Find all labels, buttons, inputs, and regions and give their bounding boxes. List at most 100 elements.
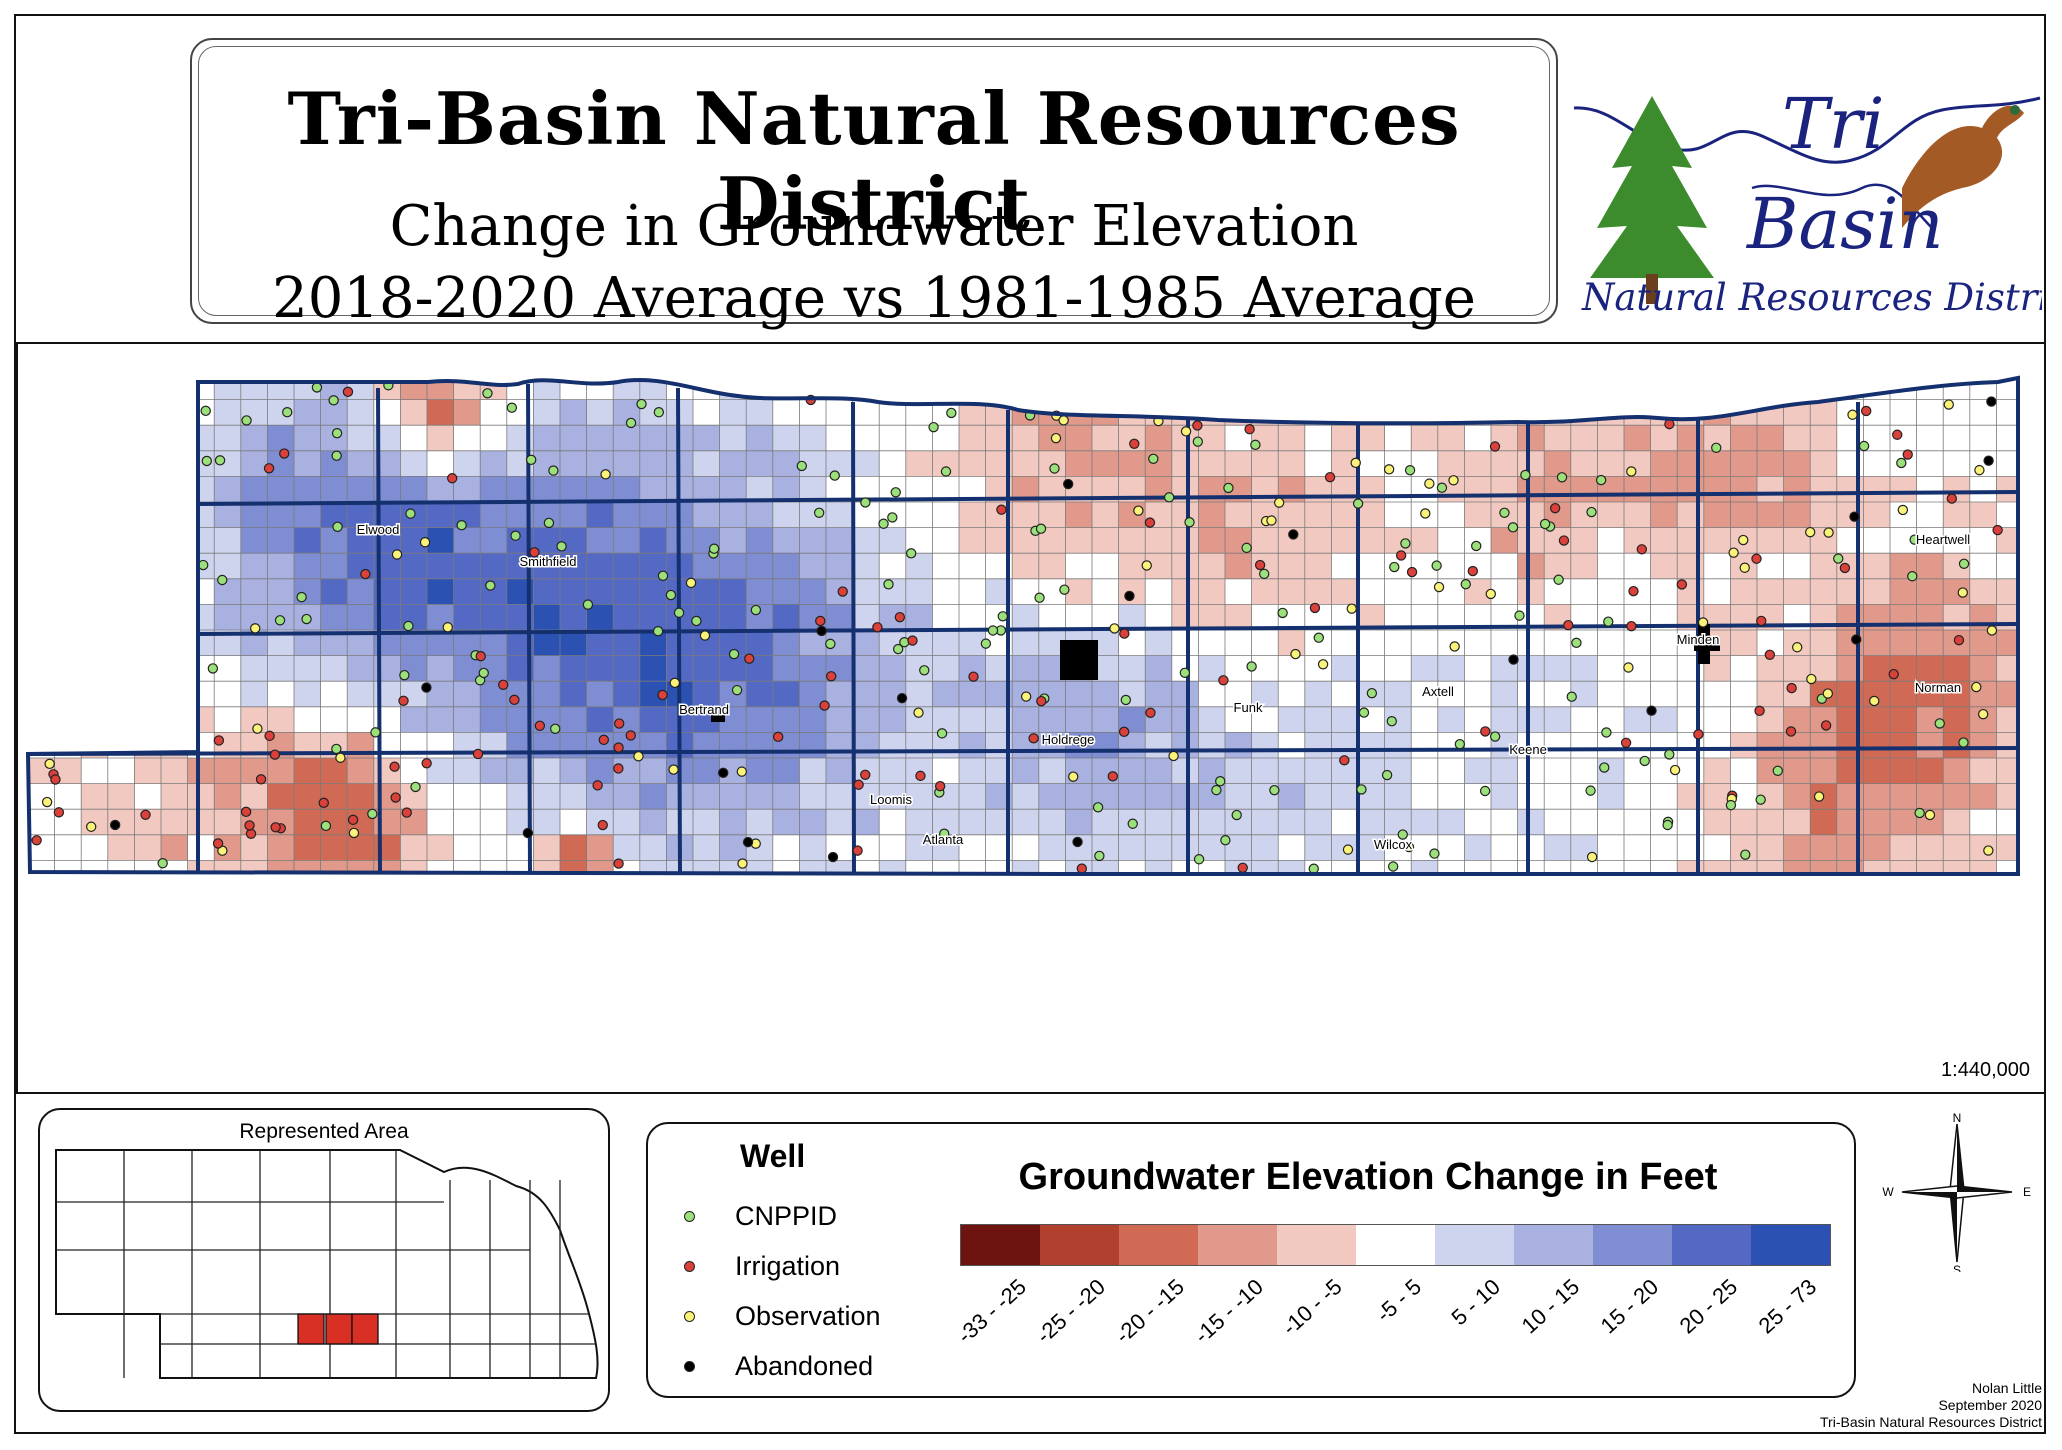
grid-cell (1198, 527, 1226, 554)
grid-cell (1517, 527, 1545, 554)
well-point (389, 761, 400, 772)
grid-cell (799, 860, 827, 874)
grid-cell (1251, 527, 1279, 554)
well-point (1623, 662, 1634, 673)
grid-cell (161, 809, 189, 836)
grid-cell (320, 655, 348, 682)
grid-cell (214, 783, 242, 810)
well-point (653, 407, 665, 418)
well-point (509, 694, 520, 706)
grid-cell (1358, 502, 1386, 529)
grid-cell (1331, 553, 1359, 580)
grid-cell (1411, 809, 1439, 836)
grid-cell (347, 860, 375, 874)
grid-cell (560, 604, 588, 631)
grid-cell (1198, 732, 1226, 759)
ramp-class-label: 10 - 15 (1516, 1274, 1584, 1339)
grid-cell (746, 706, 774, 733)
grid-cell (772, 809, 800, 836)
ramp-class-label: -25 - -20 (1031, 1274, 1110, 1349)
grid-cell (1890, 378, 1918, 401)
well-point (1179, 667, 1191, 678)
well-point (1387, 861, 1399, 872)
well-point (737, 858, 748, 869)
well-point (894, 611, 906, 623)
well-point (1725, 799, 1737, 811)
grid-cell (54, 630, 82, 657)
well-point (475, 651, 486, 662)
grid-cell (214, 758, 242, 785)
grid-cell (586, 706, 614, 733)
main-map[interactable]: Elwood Smithfield Bertrand Loomis Holdrege Fu… (16, 342, 2046, 1094)
grid-cell (1251, 834, 1279, 861)
grid-cell (1863, 502, 1891, 529)
well-point (892, 643, 904, 655)
well-point (1636, 544, 1648, 555)
grid-cell (1012, 630, 1040, 657)
grid-cell (1118, 502, 1146, 529)
well-point (1449, 641, 1460, 652)
well-point (201, 455, 212, 467)
grid-cell (905, 783, 933, 810)
grid-cell (772, 502, 800, 529)
grid-cell (1411, 425, 1439, 452)
town-footprint (711, 712, 725, 722)
well-point (1035, 523, 1047, 534)
well-point (1586, 851, 1598, 863)
logo-subtitle: Natural Resources District (1581, 276, 2042, 319)
well-point (1924, 809, 1936, 821)
well-point (367, 808, 378, 820)
well-point (1558, 535, 1570, 546)
grid-cell (560, 450, 588, 477)
grid-cell (1517, 476, 1545, 503)
grid-cell (107, 758, 135, 785)
grid-cell (1065, 502, 1093, 529)
grid-cell (1677, 378, 1705, 401)
grid-cell (1703, 450, 1731, 477)
county-boundary (197, 490, 2019, 506)
grid-cell (427, 809, 455, 836)
grid-cell (1570, 378, 1598, 401)
grid-cell (1517, 578, 1545, 605)
groundwater-map[interactable]: Elwood Smithfield Bertrand Loomis Holdrege Fu… (18, 344, 2044, 1092)
grid-cell (1703, 681, 1731, 708)
grid-cell (1757, 450, 1785, 477)
grid-cell (1198, 578, 1226, 605)
grid-cell (1304, 834, 1332, 861)
well-point (342, 386, 354, 398)
well-point (1813, 791, 1825, 802)
grid-cell (480, 553, 508, 580)
well-point (252, 723, 263, 734)
well-point (403, 620, 414, 632)
well-point (1786, 682, 1797, 694)
grid-cell (772, 450, 800, 477)
well-point (1693, 729, 1704, 740)
grid-cell (214, 553, 242, 580)
grid-cell (1198, 425, 1226, 452)
grid-cell (161, 502, 189, 529)
well-point (1193, 854, 1205, 865)
well-point (1168, 750, 1179, 762)
grid-cell (1757, 732, 1785, 759)
grid-cell (826, 860, 854, 874)
grid-cell (905, 450, 933, 477)
well-point (419, 537, 431, 548)
grid-cell (1251, 681, 1279, 708)
grid-cell (1251, 732, 1279, 759)
grid-cell (1464, 809, 1492, 836)
grid-cell (1437, 502, 1465, 529)
grid-cell (586, 630, 614, 657)
grid-cell (1544, 450, 1572, 477)
grid-cell (1012, 758, 1040, 785)
well-point (1269, 784, 1280, 796)
grid-cell (1145, 809, 1173, 836)
grid-cell (959, 783, 987, 810)
well-point (837, 586, 848, 597)
grid-cell (879, 860, 907, 874)
grid-cell (1304, 758, 1332, 785)
grid-cell (613, 553, 641, 580)
grid-cell (1198, 378, 1226, 401)
grid-cell (586, 425, 614, 452)
grid-cell (1464, 553, 1492, 580)
grid-cell (826, 706, 854, 733)
